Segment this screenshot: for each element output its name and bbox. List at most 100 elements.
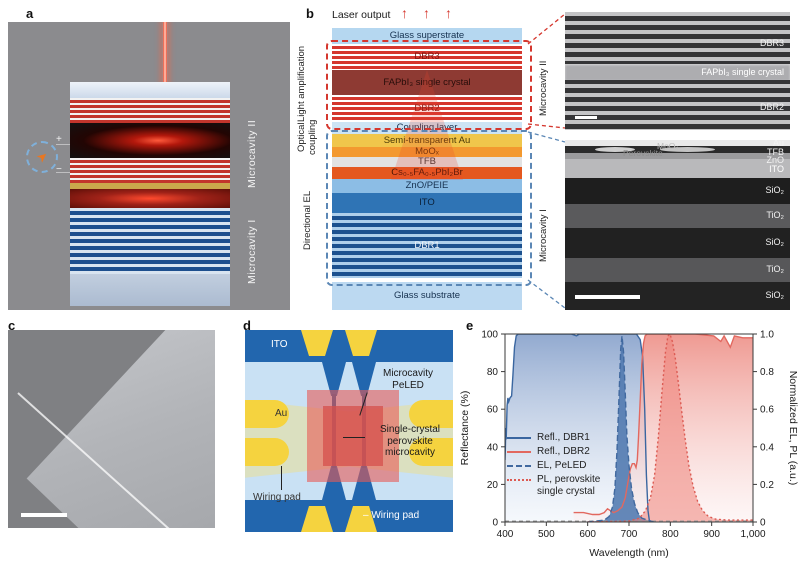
- wire-bottom: [56, 172, 70, 173]
- panel-a-label: a: [26, 6, 34, 21]
- y-left-tick-label: 100: [481, 330, 498, 341]
- b-layer-11: DBR1: [332, 213, 522, 278]
- crystal-plate: [26, 330, 215, 528]
- panel-e-spectra: 400 500 600 700 800 900 1,000 0 20 40 60 80 100 0 0.2 0…: [455, 316, 800, 570]
- sem1-scale-bar: [575, 295, 640, 299]
- sem2-dbr3-label: DBR3: [759, 38, 784, 48]
- legend-item: EL, PeLED: [507, 460, 629, 472]
- b-sem2-microcavity2-label: Microcavity II: [538, 60, 549, 116]
- legend-swatch-dashed-blue: [507, 465, 531, 467]
- a-microcavity1-label: Microcavity I: [246, 219, 258, 284]
- x-tick-label: 800: [662, 529, 679, 540]
- legend-item: Refl., DBR2: [507, 446, 629, 458]
- b-layer-8: Cs₀.₅FA₀.₅PbI₂Br: [332, 167, 522, 179]
- y-right-tick-label: 0.6: [760, 405, 774, 416]
- b-layer-label: Coupling layer: [396, 122, 458, 134]
- x-tick-label: 600: [579, 529, 596, 540]
- spectra-chart-svg: 400 500 600 700 800 900 1,00002040608010000.20…: [459, 330, 799, 560]
- b-layer-label: Cs₀.₅FA₀.₅PbI₂Br: [391, 167, 463, 179]
- sem1-tio2-band: [565, 258, 790, 282]
- legend-label: Refl., DBR2: [537, 446, 590, 457]
- a-gold-layer: [70, 183, 230, 189]
- b-layer-5: Semi-transparent Au: [332, 134, 522, 147]
- y-left-tick-label: 80: [487, 367, 499, 378]
- y-right-tick-label: 0.4: [760, 442, 774, 453]
- b-laser-output-label: Laser output: [332, 9, 391, 21]
- a-dbr3: [70, 98, 230, 123]
- power-source-icon: ➤: [26, 141, 58, 173]
- d-ito-label: ITO: [271, 339, 288, 350]
- a-microcavity2-label: Microcavity II: [246, 119, 258, 188]
- y-left-axis-title: Reflectance (%): [459, 391, 471, 466]
- y-right-tick-label: 0.8: [760, 367, 774, 378]
- a-el-layer: [70, 189, 230, 208]
- wiring-pad-right: [409, 400, 453, 428]
- b-layer-label: FAPbI₃ single crystal: [383, 76, 471, 88]
- legend-label: Refl., DBR1: [537, 432, 590, 443]
- y-right-tick-label: 0: [760, 518, 766, 529]
- b-layer-7: TFB: [332, 157, 522, 167]
- sem2-scale-bar: [575, 116, 597, 119]
- line-dbr2: [573, 334, 753, 516]
- panel-c-scale-bar: [21, 513, 67, 517]
- line-el: [587, 335, 655, 522]
- panel-c-sem-crystal: [8, 330, 215, 528]
- y-right-tick-label: 0.2: [760, 480, 774, 491]
- laser-arrow-icon: ↑: [401, 5, 408, 21]
- sem2-crystal-band: [565, 64, 790, 80]
- sem-image-microcavity1: Au TFB ZnO ITO SiO₂ TiO₂ SiO₂ TiO₂ SiO₂ …: [565, 140, 790, 310]
- panel-c-label: c: [8, 318, 16, 333]
- a-top-glass: [70, 82, 230, 98]
- wiring-pad-left: [245, 400, 289, 428]
- legend-label: PL, perovskite single crystal: [537, 474, 601, 497]
- panel-e-label: e: [466, 318, 474, 333]
- x-tick-label: 400: [497, 529, 514, 540]
- sem1-ito-band: [565, 159, 790, 178]
- sem1-au-label: Au: [772, 140, 784, 148]
- b-layer-3: DBR2: [332, 95, 522, 122]
- panel-b-label: b: [306, 6, 314, 21]
- area-el: [587, 335, 654, 522]
- d-wiring-pad-left-label: Wiring pad: [253, 492, 301, 503]
- d-wiring-pad-right-label: – Wiring pad: [363, 510, 420, 521]
- panel-d-label: d: [243, 318, 251, 333]
- sem1-moox-label: MoOₓ: [657, 141, 679, 151]
- b-layer-12: Glass substrate: [332, 282, 522, 310]
- sem1-sio2-label: SiO₂: [765, 237, 785, 247]
- area-dbr1: [505, 334, 651, 522]
- b-layer-1: DBR3: [332, 44, 522, 70]
- wiring-pad-left: [245, 438, 289, 466]
- legend-swatch-solid-blue: [507, 437, 531, 439]
- x-tick-label: 1,000: [740, 529, 765, 540]
- sem1-tio2-band: [565, 204, 790, 228]
- sem1-sio2-label: SiO₂: [765, 290, 785, 300]
- sem1-sio2-label: SiO₂: [765, 185, 785, 195]
- b-layer-label: DBR1: [414, 239, 440, 251]
- laser-arrow-icon: ↑: [445, 5, 452, 21]
- b-sem1-microcavity1-label: Microcavity I: [538, 209, 549, 262]
- b-layer-label: Semi-transparent Au: [383, 134, 471, 146]
- wire-top: [56, 144, 70, 145]
- b-layer-label: ZnO/PEIE: [405, 180, 449, 192]
- x-tick-label: 900: [703, 529, 720, 540]
- sem1-sio2-band: [565, 178, 790, 204]
- b-layer-0: Glass superstrate: [332, 28, 522, 44]
- sem1-perovskite-label: Perovskite: [623, 148, 663, 158]
- sem-image-microcavity2: DBR3 FAPbI₃ single crystal DBR2: [565, 12, 790, 130]
- b-layer-label: MoOₓ: [415, 146, 439, 158]
- sem1-tio2-label: TiO₂: [766, 264, 784, 274]
- sem1-zno-label: ZnO: [766, 155, 784, 165]
- laser-arrow-icon: ↑: [423, 5, 430, 21]
- wiring-pad-right: [409, 438, 453, 466]
- y-left-tick-label: 60: [487, 405, 499, 416]
- legend-item: PL, perovskite single crystal: [507, 474, 629, 498]
- x-axis-title: Wavelength (nm): [589, 547, 669, 559]
- d-single-crystal-label: Single-crystal perovskite microcavity: [379, 424, 441, 458]
- legend-item: Refl., DBR1: [507, 432, 629, 444]
- current-arrow-icon: ➤: [32, 147, 51, 166]
- b-layer-label: DBR2: [414, 102, 440, 114]
- a-crystal: [70, 123, 230, 158]
- line-pl: [587, 334, 753, 522]
- sem1-ito-label: ITO: [769, 164, 784, 174]
- sem1-perovskite-blob: [660, 147, 715, 152]
